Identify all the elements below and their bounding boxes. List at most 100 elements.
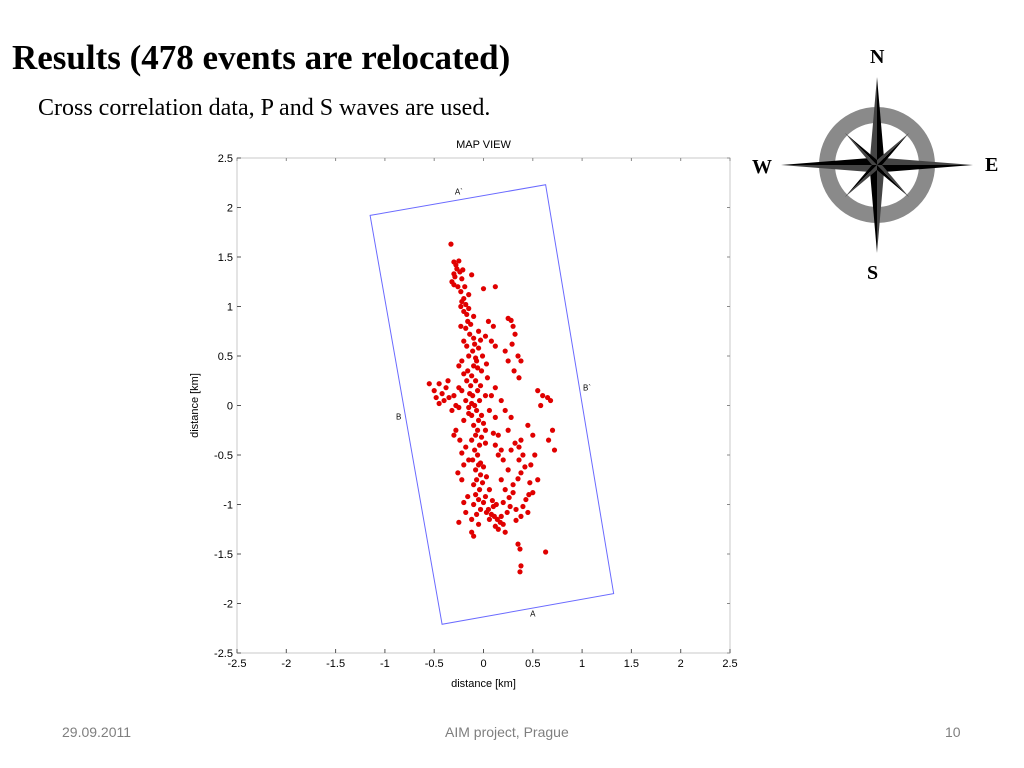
event-point <box>474 365 481 371</box>
event-point <box>516 444 522 450</box>
event-point <box>547 397 554 404</box>
event-point <box>513 506 519 513</box>
y-tick-label: -2 <box>223 599 233 611</box>
event-point <box>525 509 531 516</box>
y-tick-label: -1 <box>223 500 233 512</box>
event-point <box>462 284 468 290</box>
event-point <box>505 467 511 473</box>
event-point <box>456 519 462 525</box>
event-point <box>448 241 454 247</box>
event-point <box>540 393 546 399</box>
x-tick-label: 2 <box>678 658 684 670</box>
event-point <box>512 440 518 446</box>
x-tick-label: 0 <box>480 658 486 670</box>
event-point <box>475 328 482 334</box>
event-point <box>551 447 558 453</box>
chart-title: MAP VIEW <box>456 139 511 151</box>
x-tick-label: -2 <box>281 658 291 670</box>
event-point <box>518 358 524 364</box>
event-point <box>480 464 487 470</box>
x-tick-label: -2.5 <box>228 658 247 670</box>
event-point <box>469 529 475 535</box>
event-point <box>532 452 538 458</box>
event-point <box>471 335 477 341</box>
event-point <box>495 452 501 458</box>
event-point <box>500 457 506 463</box>
y-tick-label: 1.5 <box>218 252 233 264</box>
event-point <box>495 432 501 438</box>
event-point <box>477 506 484 513</box>
event-point <box>484 375 491 381</box>
event-point <box>451 393 457 399</box>
event-point <box>505 358 511 364</box>
event-point <box>517 569 523 575</box>
event-point <box>473 467 479 473</box>
event-point <box>473 407 480 414</box>
event-point <box>477 383 484 389</box>
event-point <box>463 509 469 516</box>
y-tick-label: 1 <box>227 302 233 314</box>
y-tick-label: 0.5 <box>218 351 233 363</box>
y-axis-label: distance [km] <box>189 373 201 438</box>
event-point <box>470 348 476 354</box>
event-point <box>467 391 473 397</box>
y-tick-label: -0.5 <box>214 450 233 462</box>
event-point <box>498 477 504 483</box>
event-point <box>492 343 498 349</box>
event-point <box>482 427 489 433</box>
event-point <box>502 529 508 535</box>
event-point <box>472 447 478 453</box>
event-point <box>480 286 487 292</box>
event-point <box>482 493 489 500</box>
event-point <box>459 298 465 305</box>
event-point <box>469 437 475 443</box>
event-point <box>446 394 452 401</box>
event-point <box>518 513 524 519</box>
event-point <box>510 323 516 329</box>
slide-title: Results (478 events are relocated) <box>12 38 511 77</box>
event-point <box>459 477 465 483</box>
event-point <box>459 358 465 364</box>
event-point <box>463 325 469 331</box>
event-point <box>431 388 437 394</box>
event-point <box>458 303 464 310</box>
compass-west-label: W <box>752 156 772 178</box>
profile-box <box>369 184 615 625</box>
event-point <box>449 407 455 414</box>
profile-box-label: A <box>530 609 536 618</box>
event-point <box>530 490 536 496</box>
event-point <box>475 496 482 503</box>
event-point <box>461 338 467 344</box>
event-point <box>498 447 504 453</box>
event-point <box>492 414 498 420</box>
event-point <box>441 397 447 404</box>
event-point <box>465 493 471 500</box>
event-point <box>436 381 442 387</box>
event-point <box>436 400 442 407</box>
event-point <box>463 301 469 308</box>
event-point <box>466 353 472 359</box>
event-point <box>508 317 514 323</box>
event-point <box>478 368 485 374</box>
event-point <box>473 492 479 498</box>
event-point <box>464 311 470 318</box>
event-point <box>475 417 482 423</box>
event-point <box>476 397 483 404</box>
event-point <box>466 457 472 463</box>
event-point <box>526 492 532 498</box>
compass-south-label: S <box>867 262 879 284</box>
event-point <box>482 333 489 339</box>
event-point <box>465 368 471 374</box>
event-point <box>488 338 494 344</box>
event-point <box>480 499 487 506</box>
x-tick-label: 1.5 <box>624 658 639 670</box>
event-point <box>472 341 478 347</box>
event-point <box>489 497 495 504</box>
event-point <box>433 394 439 401</box>
event-point <box>507 503 513 510</box>
event-point <box>478 412 485 418</box>
y-tick-label: -2.5 <box>214 648 233 660</box>
event-point <box>443 385 449 391</box>
event-point <box>498 513 504 519</box>
event-point <box>455 470 461 476</box>
